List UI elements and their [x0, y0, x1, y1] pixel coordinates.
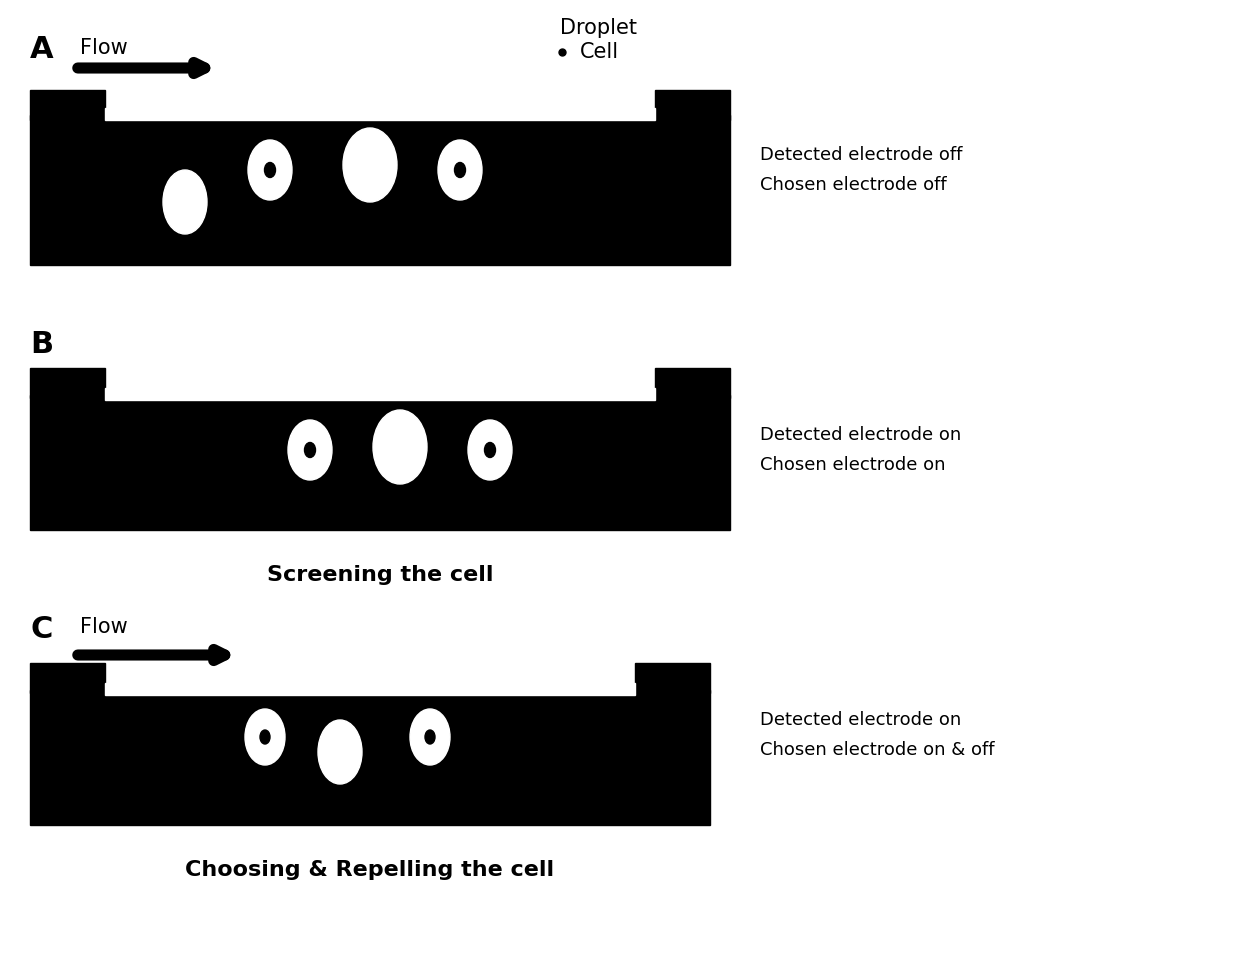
Bar: [105, 388, 655, 400]
Bar: [30, 90, 105, 120]
Ellipse shape: [248, 140, 291, 200]
Ellipse shape: [410, 709, 450, 765]
Text: Detected electrode on: Detected electrode on: [760, 426, 961, 444]
Ellipse shape: [260, 730, 270, 744]
Text: Screening the cell: Screening the cell: [267, 565, 494, 585]
Ellipse shape: [288, 420, 332, 480]
Bar: [30, 115, 730, 265]
Text: A: A: [30, 35, 53, 64]
Bar: [635, 663, 711, 693]
Bar: [30, 368, 105, 398]
Text: Droplet: Droplet: [560, 18, 637, 38]
Text: Flow: Flow: [81, 38, 128, 58]
Text: Choosing & Repelling the cell: Choosing & Repelling the cell: [186, 860, 554, 880]
Ellipse shape: [438, 140, 482, 200]
Ellipse shape: [246, 709, 285, 765]
Text: Detected electrode on: Detected electrode on: [760, 711, 961, 729]
Ellipse shape: [455, 162, 465, 178]
Ellipse shape: [425, 730, 435, 744]
Bar: [105, 108, 655, 120]
Text: Cell: Cell: [580, 42, 619, 62]
Text: C: C: [30, 615, 52, 644]
Ellipse shape: [162, 170, 207, 234]
Text: B: B: [30, 330, 53, 359]
Text: Chosen electrode on & off: Chosen electrode on & off: [760, 741, 994, 759]
Text: Chosen electrode on: Chosen electrode on: [760, 456, 945, 474]
Bar: [105, 683, 635, 695]
Bar: [655, 90, 730, 120]
Text: Chosen electrode off: Chosen electrode off: [760, 176, 946, 194]
Ellipse shape: [373, 410, 427, 484]
Text: Flow: Flow: [81, 617, 128, 637]
Ellipse shape: [485, 443, 496, 457]
Ellipse shape: [467, 420, 512, 480]
Ellipse shape: [317, 720, 362, 784]
Ellipse shape: [343, 128, 397, 202]
Bar: [30, 395, 730, 530]
Bar: [30, 663, 105, 693]
Ellipse shape: [264, 162, 275, 178]
Bar: [655, 368, 730, 398]
Bar: [30, 690, 711, 825]
Ellipse shape: [305, 443, 315, 457]
Text: Detected electrode off: Detected electrode off: [760, 146, 962, 164]
